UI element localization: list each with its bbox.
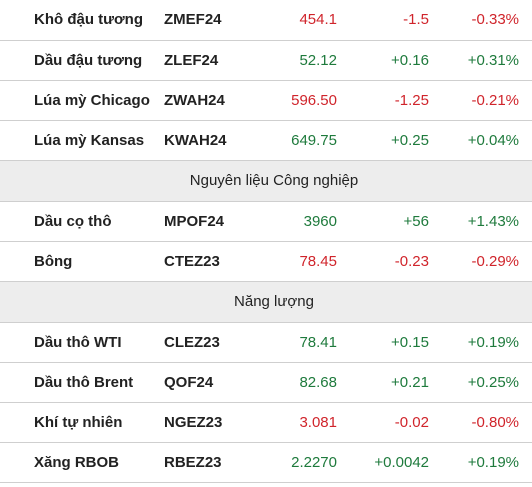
commodity-change-percent: +0.19% — [467, 334, 519, 351]
table-row[interactable]: Dầu cọ thô MPOF24 3960 +56 +1.43% — [0, 202, 532, 242]
commodity-price: 3.081 — [299, 414, 337, 431]
commodity-code: ZMEF24 — [164, 11, 222, 28]
commodity-change-percent: -0.29% — [471, 253, 519, 270]
commodity-code: ZLEF24 — [164, 52, 219, 69]
commodity-price: 596.50 — [291, 92, 337, 109]
table-row[interactable]: Bông CTEZ23 78.45 -0.23 -0.29% — [0, 242, 532, 282]
commodity-change-percent: -0.21% — [471, 92, 519, 109]
commodity-change: -0.23 — [394, 253, 429, 270]
commodity-code: QOF24 — [164, 374, 214, 391]
commodity-code: CLEZ23 — [164, 334, 220, 351]
commodity-change: +56 — [403, 213, 429, 230]
commodity-name: Bông — [34, 253, 73, 270]
commodity-price: 52.12 — [299, 52, 337, 69]
commodity-price: 78.45 — [299, 253, 337, 270]
commodity-name: Khí tự nhiên — [34, 414, 123, 431]
commodity-change: +0.16 — [391, 52, 429, 69]
table-row[interactable]: Dầu thô WTI CLEZ23 78.41 +0.15 +0.19% — [0, 323, 532, 363]
commodity-name: Dầu đậu tương — [34, 52, 143, 69]
table-row[interactable]: Lúa mỳ Kansas KWAH24 649.75 +0.25 +0.04% — [0, 121, 532, 161]
commodity-code: MPOF24 — [164, 213, 225, 230]
commodity-name: Dầu cọ thô — [34, 213, 112, 230]
commodity-change-percent: +0.04% — [467, 132, 519, 149]
commodity-code: NGEZ23 — [164, 414, 223, 431]
commodity-price: 649.75 — [291, 132, 337, 149]
table-row[interactable]: Xăng RBOB RBEZ23 2.2270 +0.0042 +0.19% — [0, 443, 532, 483]
commodity-price: 454.1 — [299, 11, 337, 28]
table-row[interactable]: Khí tự nhiên NGEZ23 3.081 -0.02 -0.80% — [0, 403, 532, 443]
section-header-industrial: Nguyên liệu Công nghiệp — [0, 161, 532, 202]
commodity-price: 2.2270 — [291, 454, 337, 471]
commodity-name: Lúa mỳ Chicago — [34, 92, 150, 109]
commodity-change-percent: +1.43% — [467, 213, 519, 230]
commodity-price: 3960 — [303, 213, 337, 230]
commodity-price: 78.41 — [299, 334, 337, 351]
commodity-change: +0.25 — [391, 132, 429, 149]
commodity-change: -1.25 — [394, 92, 429, 109]
commodity-change: +0.0042 — [374, 454, 429, 471]
section-title: Năng lượng — [234, 293, 314, 310]
commodity-code: RBEZ23 — [164, 454, 222, 471]
commodity-change: +0.15 — [391, 334, 429, 351]
commodity-name: Lúa mỳ Kansas — [34, 132, 145, 149]
section-header-energy: Năng lượng — [0, 282, 532, 323]
commodity-name: Dầu thô Brent — [34, 374, 134, 391]
table-row[interactable]: Dầu đậu tương ZLEF24 52.12 +0.16 +0.31% — [0, 41, 532, 81]
section-title: Nguyên liệu Công nghiệp — [189, 172, 359, 189]
commodity-name: Dầu thô WTI — [34, 334, 122, 351]
commodity-code: KWAH24 — [164, 132, 227, 149]
commodity-change-percent: -0.33% — [471, 11, 519, 28]
commodity-code: CTEZ23 — [164, 253, 220, 270]
commodity-change: +0.21 — [391, 374, 429, 391]
table-row[interactable]: Lúa mỳ Chicago ZWAH24 596.50 -1.25 -0.21… — [0, 81, 532, 121]
table-row[interactable]: Khô đậu tương ZMEF24 454.1 -1.5 -0.33% — [0, 0, 532, 41]
table-row[interactable]: Dầu thô Brent QOF24 82.68 +0.21 +0.25% — [0, 363, 532, 403]
commodity-name: Xăng RBOB — [34, 454, 120, 471]
commodity-change-percent: +0.25% — [467, 374, 519, 391]
commodity-price: 82.68 — [299, 374, 337, 391]
commodity-change-percent: +0.19% — [467, 454, 519, 471]
commodity-change-percent: -0.80% — [471, 414, 519, 431]
commodity-change-percent: +0.31% — [467, 52, 519, 69]
commodity-name: Khô đậu tương — [34, 11, 144, 28]
commodity-code: ZWAH24 — [164, 92, 225, 109]
commodity-change: -1.5 — [403, 11, 429, 28]
commodity-change: -0.02 — [394, 414, 429, 431]
